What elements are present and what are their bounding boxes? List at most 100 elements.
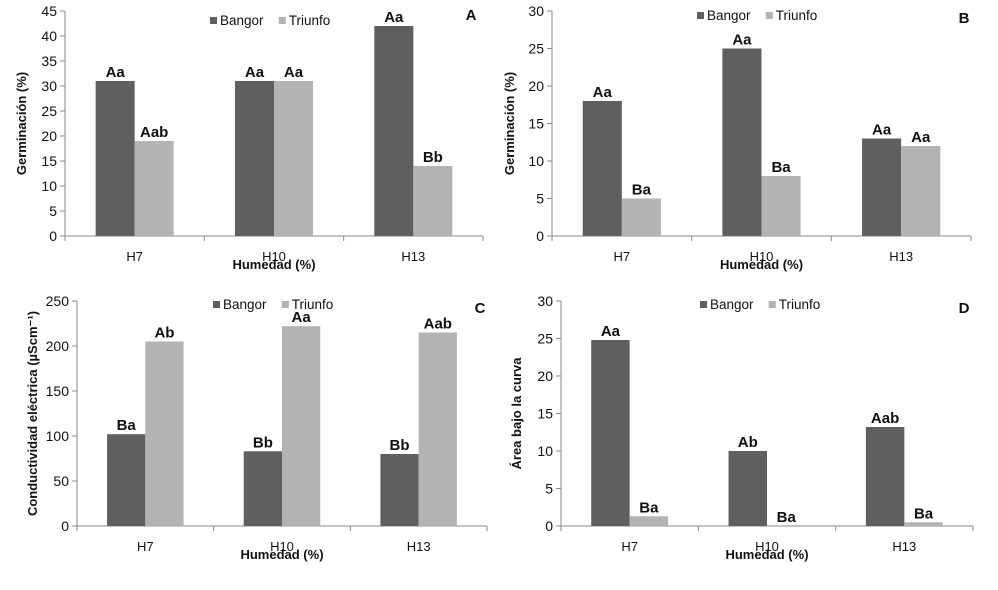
chart-panel-c: 0 50 100 150 200 250 H7 Ba Ab H10 Bb Aa H13 Bb Aab Hume…	[25, 293, 488, 562]
y-tick-label: 0	[545, 518, 553, 534]
data-label: Ab	[738, 434, 758, 451]
data-label: Aa	[292, 309, 312, 326]
x-axis-title: Humedad (%)	[232, 257, 315, 272]
data-label: Aa	[284, 64, 304, 81]
panel-letter: D	[959, 300, 970, 317]
x-axis-title: Humedad (%)	[720, 257, 803, 272]
x-category-label: H13	[892, 539, 916, 554]
bar-triunfo	[418, 332, 457, 526]
y-tick-label: 10	[528, 153, 544, 169]
bar-bangor	[380, 454, 419, 526]
y-tick-label: 150	[46, 383, 70, 399]
x-category-label: H13	[407, 539, 431, 554]
chart-panel-a: 0 5 10 15 20 25 30 35 40 45 H7 Aa Aab H10 Aa Aa H13 Aa Bb H…	[14, 3, 484, 272]
y-tick-label: 20	[41, 128, 57, 144]
panel-letter: A	[466, 7, 477, 24]
legend-label: Bangor	[220, 13, 264, 28]
bar-triunfo	[621, 198, 661, 236]
y-tick-label: 15	[537, 406, 553, 422]
y-tick-label: 30	[528, 3, 544, 19]
bar-bangor	[374, 26, 414, 236]
bar-triunfo	[629, 516, 669, 526]
bar-bangor	[582, 101, 622, 236]
data-label: Bb	[253, 434, 273, 451]
bar-bangor	[728, 451, 767, 526]
legend-label: Triunfo	[292, 297, 334, 312]
bar-bangor	[722, 48, 762, 236]
chart-panel-d: 0 5 10 15 20 25 30 H7 Aa Ba H10 Ab Ba H13 Aab Ba Humedad…	[509, 293, 974, 562]
x-category-label: H7	[137, 539, 154, 554]
y-tick-label: 30	[537, 293, 553, 309]
legend-label: Triunfo	[779, 297, 821, 312]
x-category-label: H10	[270, 539, 294, 554]
y-tick-label: 5	[545, 481, 553, 497]
data-label: Ba	[777, 509, 797, 526]
y-tick-label: 5	[49, 203, 57, 219]
data-label: Bb	[390, 437, 410, 454]
y-tick-label: 15	[528, 116, 544, 132]
x-category-label: H13	[889, 249, 913, 264]
data-label: Ba	[632, 182, 652, 199]
x-category-label: H7	[621, 539, 638, 554]
panel-letter: C	[475, 300, 486, 317]
chart-panel-b: 0 5 10 15 20 25 30 H7 Aa Ba H10 Aa Ba H13 Aa Aa Humedad …	[502, 3, 972, 272]
bar-bangor	[234, 81, 274, 236]
bar-bangor	[95, 81, 135, 236]
y-tick-label: 30	[41, 78, 57, 94]
legend-label: Triunfo	[776, 8, 818, 23]
y-tick-label: 25	[537, 331, 553, 347]
bar-bangor	[243, 451, 282, 526]
y-tick-label: 40	[41, 28, 57, 44]
y-tick-label: 20	[528, 78, 544, 94]
data-label: Aa	[911, 129, 931, 146]
legend-swatch-triunfo	[768, 301, 776, 308]
y-tick-label: 100	[46, 428, 70, 444]
bar-triunfo	[901, 146, 941, 236]
y-tick-label: 10	[41, 178, 57, 194]
legend-label: Bangor	[707, 8, 751, 23]
legend-swatch-triunfo	[281, 301, 289, 308]
y-tick-label: 35	[41, 53, 57, 69]
data-label: Ba	[771, 159, 791, 176]
legend-swatch-bangor	[210, 17, 217, 24]
data-label: Ba	[639, 499, 659, 516]
y-tick-label: 45	[41, 3, 57, 19]
data-label: Ba	[914, 505, 934, 522]
x-category-label: H10	[262, 249, 286, 264]
y-axis-title: Germinación (%)	[502, 72, 517, 175]
data-label: Aa	[601, 323, 621, 340]
data-label: Aab	[424, 316, 452, 333]
y-tick-label: 200	[46, 338, 70, 354]
data-label: Aa	[593, 84, 613, 101]
legend-label: Triunfo	[289, 13, 331, 28]
x-category-label: H10	[750, 249, 774, 264]
data-label: Aa	[106, 64, 126, 81]
legend-label: Bangor	[223, 297, 267, 312]
data-label: Aa	[245, 64, 265, 81]
data-label: Bb	[423, 149, 443, 166]
bar-triunfo	[145, 341, 184, 526]
y-axis-title: Conductividad eléctrica (µScm⁻¹)	[25, 311, 40, 516]
data-label: Aab	[140, 124, 168, 141]
y-tick-label: 0	[49, 228, 57, 244]
x-category-label: H13	[401, 249, 425, 264]
bar-triunfo	[134, 141, 174, 236]
y-axis-title: Área bajo la curva	[509, 357, 524, 470]
x-category-label: H7	[614, 249, 631, 264]
bar-bangor	[591, 340, 630, 526]
y-tick-label: 5	[536, 191, 544, 207]
legend-swatch-triunfo	[278, 17, 286, 24]
data-label: Aa	[872, 122, 892, 139]
legend-swatch-bangor	[700, 301, 707, 308]
data-label: Aa	[732, 32, 752, 49]
bar-triunfo	[282, 326, 321, 526]
y-tick-label: 15	[41, 153, 57, 169]
bar-triunfo	[274, 81, 314, 236]
bar-triunfo	[413, 166, 453, 236]
legend-swatch-bangor	[213, 301, 220, 308]
bar-triunfo	[904, 522, 943, 526]
y-tick-label: 0	[536, 228, 544, 244]
legend-label: Bangor	[710, 297, 754, 312]
x-axis-title: Humedad (%)	[725, 547, 808, 562]
